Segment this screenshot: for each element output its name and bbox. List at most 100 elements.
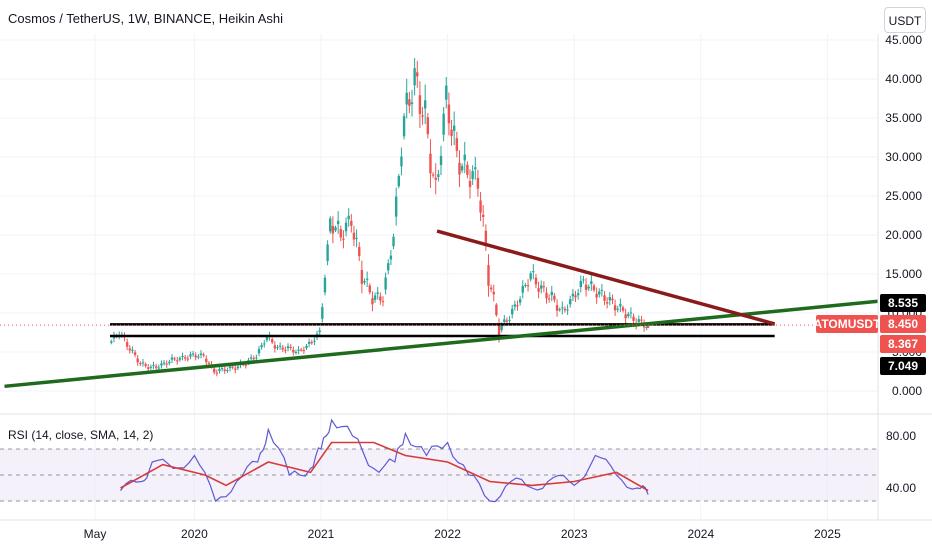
candle-body [218,369,221,372]
candle-body [257,349,261,354]
candle-body [518,299,522,303]
candle-body [371,298,374,305]
candle-body [271,339,274,343]
candle-body [426,117,430,135]
candle-body [376,292,379,294]
rsi-line [120,418,649,503]
candle-body [629,312,633,314]
candle-body [160,363,163,366]
candle-body [437,174,440,178]
candle-body [608,297,612,301]
ascending-trendline[interactable] [4,299,879,389]
candle-body [410,102,414,105]
rsi-axis[interactable]: 80.00 40.00 [886,429,916,495]
candle-body [157,367,160,369]
candle-body [566,309,569,311]
candle-body [310,342,313,344]
candle-body [646,323,650,328]
price-label-text: 8.450 [888,317,918,331]
candle-body [339,229,342,238]
candle-body [598,291,601,295]
candle-body [344,222,348,232]
candles [110,57,650,377]
candle-body [373,295,377,300]
price-tick-label: 35.000 [885,111,922,125]
price-label-text: 7.049 [888,359,918,373]
candle-body [492,291,495,295]
candle-body [392,236,395,247]
candle-body [389,255,393,260]
candle-body [226,370,229,372]
candle-body [621,307,625,311]
candle-body [495,304,498,316]
price-tick-label: 0.000 [892,384,922,398]
candle-body [205,358,208,363]
candle-body [360,270,364,284]
candle-body [178,358,182,360]
candle-body [526,285,530,287]
rsi-pane [0,418,878,503]
descending-trendline[interactable] [436,229,776,326]
candle-body [197,356,200,358]
price-label-box [816,315,878,333]
candle-body [394,196,398,217]
candle-body [329,218,332,232]
time-tick-label: 2025 [814,527,841,541]
candle-body [334,227,337,231]
candle-body [408,99,411,106]
candle-body [365,278,369,280]
candle-body [326,244,329,262]
price-label-text: ATOMUSDT [814,317,882,331]
candle-body [149,366,153,368]
candle-body [529,273,532,280]
candle-body [139,363,142,365]
candle-body [458,162,461,175]
price-tick-label: 40.000 [885,72,922,86]
candle-body [624,314,627,319]
rsi-tick-label: 40.00 [886,481,916,495]
trendlines [0,229,879,389]
candle-body [300,349,303,351]
currency-button[interactable]: USDT [884,7,926,33]
candle-body [455,138,459,151]
candle-body [294,351,298,353]
candle-body [603,295,606,301]
candle-body [503,319,506,322]
candle-body [125,342,129,347]
candle-body [173,358,176,360]
candle-body [571,293,575,297]
candle-body [228,366,232,369]
candle-body [220,367,224,369]
candle-body [313,340,316,342]
candle-body [202,354,205,356]
candle-body [260,345,263,348]
price-labels: 8.535 ATOMUSDT 8.450 8.367 7.049 [814,294,926,375]
candle-body [189,354,192,357]
candle-body [207,362,211,364]
time-axis[interactable]: May 2020 2021 2022 2023 2024 2025 [84,527,841,541]
candle-body [331,225,335,234]
candle-body [563,308,567,311]
price-tick-label: 20.000 [885,228,922,242]
rsi-title: RSI (14, close, SMA, 14, 2) [8,428,154,442]
candle-body [500,324,503,331]
candle-body [236,366,240,369]
candle-body [505,320,509,322]
price-tick-label: 45.000 [885,33,922,47]
candle-body [592,285,596,291]
price-label-text: 8.367 [888,337,918,351]
candle-body [497,325,501,336]
candle-body [141,362,145,364]
candle-body [191,353,195,355]
candle-body [265,336,269,341]
candle-body [524,284,527,286]
candle-body [468,180,472,188]
candle-body [489,287,493,290]
candle-body [418,95,422,115]
candle-body [466,164,469,175]
candle-body [252,358,255,360]
candle-body [479,200,482,213]
candle-body [463,154,466,161]
candle-body [147,367,150,369]
candle-body [400,156,403,167]
